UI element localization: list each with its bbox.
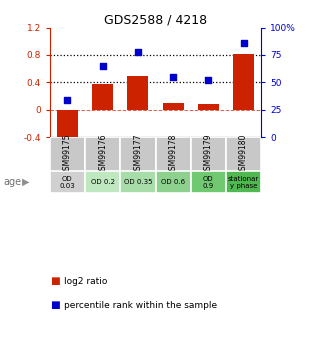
Bar bbox=[120, 171, 156, 193]
Bar bbox=[92, 84, 113, 110]
Text: GSM99177: GSM99177 bbox=[133, 134, 142, 175]
Point bbox=[206, 77, 211, 83]
Text: OD 0.6: OD 0.6 bbox=[161, 179, 185, 185]
Bar bbox=[233, 53, 254, 110]
Bar bbox=[191, 171, 226, 193]
Point bbox=[65, 97, 70, 103]
Bar bbox=[127, 76, 148, 110]
Bar bbox=[85, 171, 120, 193]
Text: ■: ■ bbox=[50, 300, 59, 310]
Bar bbox=[50, 171, 85, 193]
Bar bbox=[57, 110, 78, 142]
Text: GSM99175: GSM99175 bbox=[63, 134, 72, 175]
Text: GSM99176: GSM99176 bbox=[98, 134, 107, 175]
Text: OD 0.35: OD 0.35 bbox=[124, 179, 152, 185]
Bar bbox=[156, 171, 191, 193]
Bar bbox=[198, 104, 219, 110]
Text: age: age bbox=[3, 177, 21, 187]
Text: GSM99178: GSM99178 bbox=[169, 134, 178, 175]
Bar bbox=[163, 103, 184, 110]
Point bbox=[241, 40, 246, 46]
Text: OD
0.9: OD 0.9 bbox=[203, 176, 214, 189]
Text: OD
0.03: OD 0.03 bbox=[59, 176, 75, 189]
Bar bbox=[226, 137, 261, 171]
Text: OD 0.2: OD 0.2 bbox=[91, 179, 115, 185]
Text: ■: ■ bbox=[50, 276, 59, 286]
Text: GSM99180: GSM99180 bbox=[239, 134, 248, 175]
Point bbox=[135, 49, 140, 55]
Point bbox=[100, 63, 105, 69]
Title: GDS2588 / 4218: GDS2588 / 4218 bbox=[104, 13, 207, 27]
Text: GSM99179: GSM99179 bbox=[204, 134, 213, 175]
Bar bbox=[120, 137, 156, 171]
Text: log2 ratio: log2 ratio bbox=[64, 277, 107, 286]
Bar bbox=[156, 137, 191, 171]
Bar bbox=[226, 171, 261, 193]
Bar bbox=[85, 137, 120, 171]
Point bbox=[171, 74, 176, 80]
Bar bbox=[50, 137, 85, 171]
Text: stationar
y phase: stationar y phase bbox=[228, 176, 259, 189]
Bar bbox=[191, 137, 226, 171]
Text: percentile rank within the sample: percentile rank within the sample bbox=[64, 301, 217, 310]
Text: ▶: ▶ bbox=[22, 177, 30, 187]
